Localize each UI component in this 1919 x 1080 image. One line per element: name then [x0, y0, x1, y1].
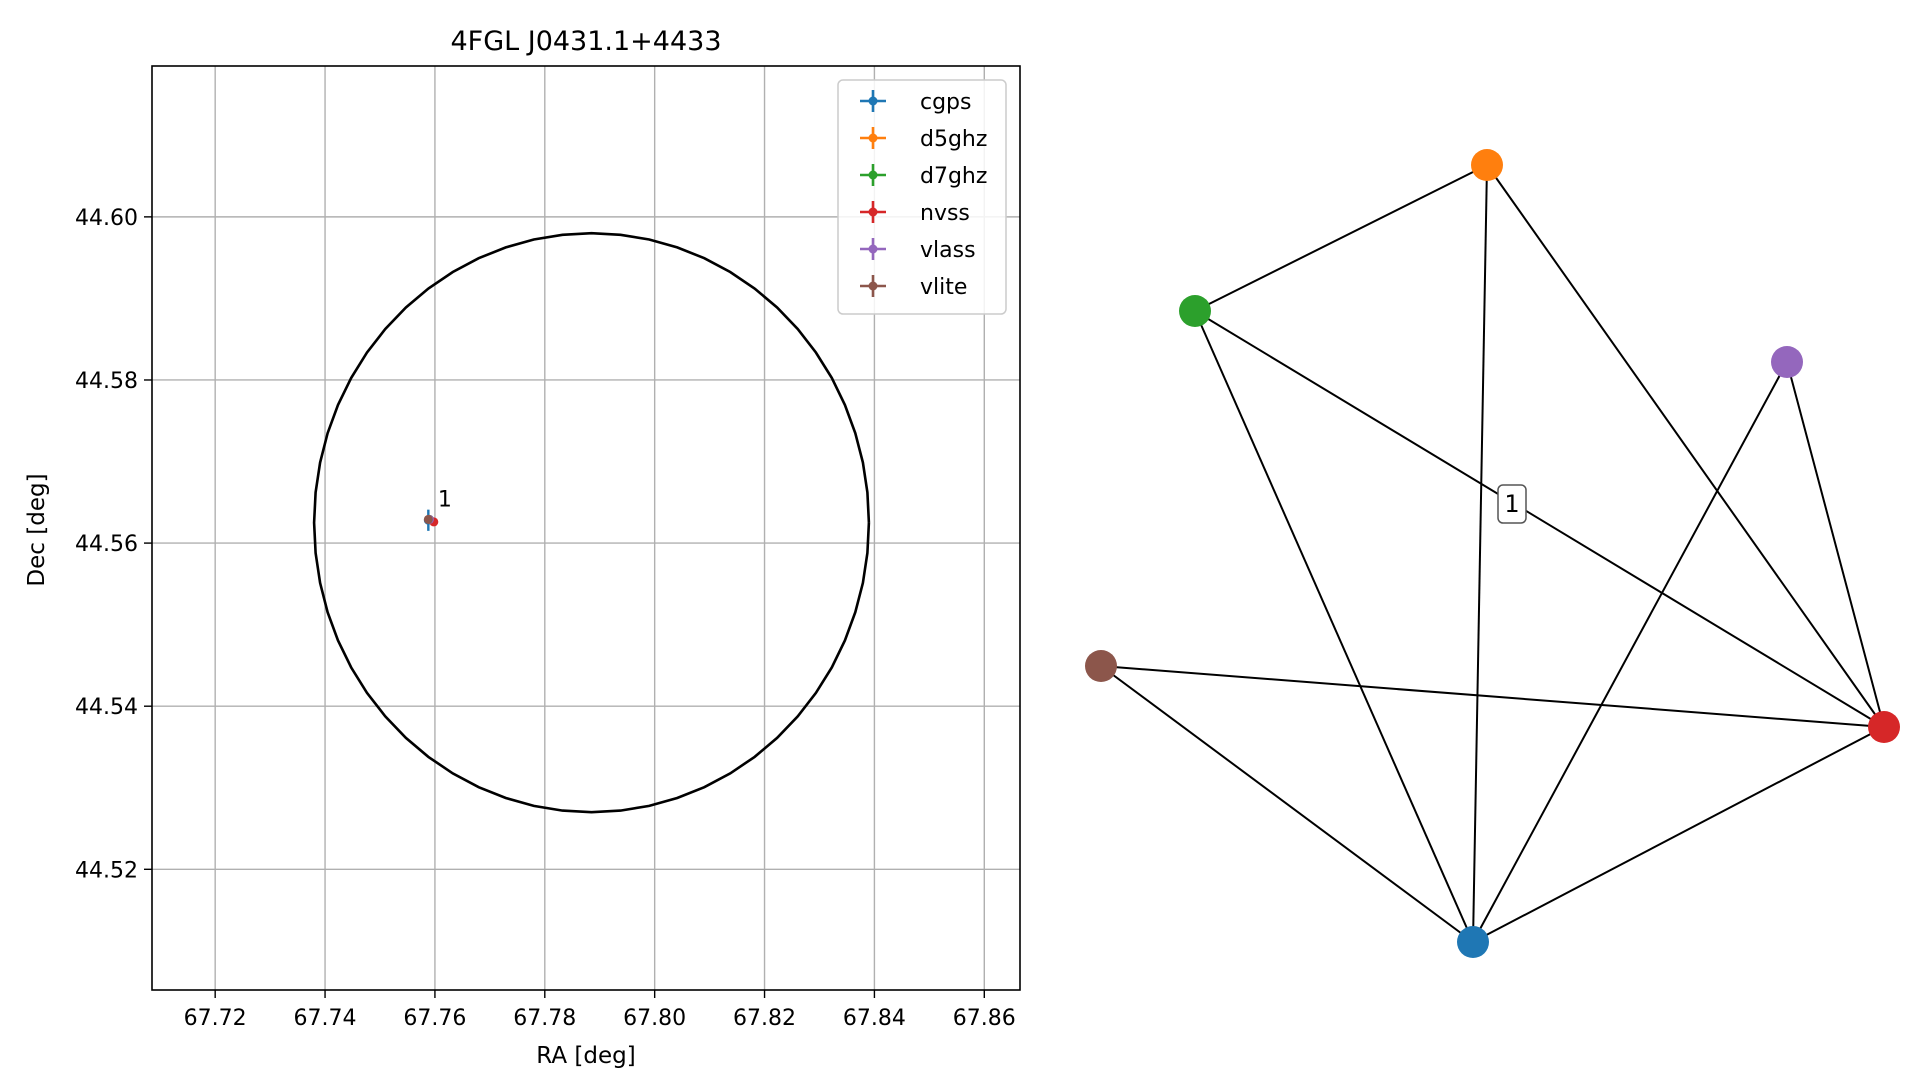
x-tick-label: 67.76: [403, 1006, 466, 1031]
network-panel: 1: [1085, 149, 1900, 958]
x-tick-label: 67.78: [513, 1006, 576, 1031]
edge-vlass-nvss: [1786, 361, 1885, 728]
legend-entry-nvss: nvss: [860, 201, 970, 226]
edge-d5ghz-nvss: [1486, 164, 1885, 728]
legend-entry-d5ghz: d5ghz: [860, 127, 987, 152]
plot-frame: [151, 65, 1021, 991]
node-vlite: [1085, 650, 1117, 682]
point-vlite: [423, 514, 433, 524]
edge-vlite-nvss: [1100, 665, 1885, 728]
legend-label: cgps: [920, 90, 972, 115]
edge-d7ghz-d5ghz: [1194, 164, 1488, 312]
y-tick-label: 44.52: [75, 858, 138, 883]
chart-title: 4FGL J0431.1+4433: [450, 26, 721, 57]
data-points: [423, 509, 439, 531]
x-tick-label: 67.74: [294, 1006, 357, 1031]
y-tick-label: 44.58: [75, 369, 138, 394]
node-cgps: [1457, 926, 1489, 958]
legend-marker: [868, 281, 878, 291]
graph-edges: [1100, 164, 1885, 943]
legend-marker: [868, 170, 878, 180]
edge-vlite-cgps: [1100, 665, 1474, 943]
legend-label: d7ghz: [920, 164, 987, 189]
graph-nodes: [1085, 149, 1900, 958]
legend-marker: [868, 96, 878, 106]
legend-label: vlite: [920, 275, 967, 300]
legend-entry-d7ghz: d7ghz: [860, 164, 987, 189]
legend-entry-vlite: vlite: [860, 275, 967, 300]
scatter-panel: 1 67.72 67.74 67.76 67.78 67.80 67.82 67.84 67.…: [24, 26, 1021, 1069]
x-tick-label: 67.86: [953, 1006, 1016, 1031]
edge-vlass-cgps: [1472, 361, 1788, 943]
y-tick-label: 44.56: [75, 532, 138, 557]
legend-label: d5ghz: [920, 127, 987, 152]
node-vlass: [1771, 346, 1803, 378]
edge-d7ghz-nvss: [1194, 310, 1885, 728]
x-tick-label: 67.72: [184, 1006, 247, 1031]
y-tick-label: 44.54: [75, 695, 138, 720]
edge-label-text: 1: [1504, 490, 1519, 518]
edge-label-box: [1497, 484, 1527, 524]
x-axis-label: RA [deg]: [536, 1043, 635, 1069]
edge-label: 1: [1497, 484, 1527, 524]
legend-entry-vlass: vlass: [860, 238, 976, 263]
legend-marker: [868, 207, 878, 217]
legend-marker: [868, 244, 878, 254]
x-axis-ticks: 67.72 67.74 67.76 67.78 67.80 67.82 67.84 67.86: [184, 990, 1016, 1031]
localization-ellipse: [312, 231, 871, 814]
marker: [423, 514, 433, 524]
legend-label: nvss: [920, 201, 970, 226]
edge-d5ghz-cgps: [1472, 164, 1488, 943]
y-axis-label: Dec [deg]: [24, 473, 50, 586]
node-d7ghz: [1179, 295, 1211, 327]
edge-d7ghz-cgps: [1194, 310, 1474, 943]
point-annotation: 1: [438, 487, 452, 512]
y-tick-label: 44.60: [75, 206, 138, 231]
legend-entry-cgps: cgps: [860, 90, 972, 115]
legend-marker: [868, 133, 878, 143]
x-tick-label: 67.82: [733, 1006, 796, 1031]
x-tick-label: 67.80: [623, 1006, 686, 1031]
x-tick-label: 67.84: [843, 1006, 906, 1031]
legend: cgps d5ghz d7ghz nvss vlass vlite: [837, 79, 1007, 315]
node-d5ghz: [1471, 149, 1503, 181]
node-nvss: [1868, 711, 1900, 743]
legend-label: vlass: [920, 238, 976, 263]
edge-cgps-nvss: [1472, 726, 1885, 943]
y-axis-ticks: 44.52 44.54 44.56 44.58 44.60: [75, 206, 152, 883]
